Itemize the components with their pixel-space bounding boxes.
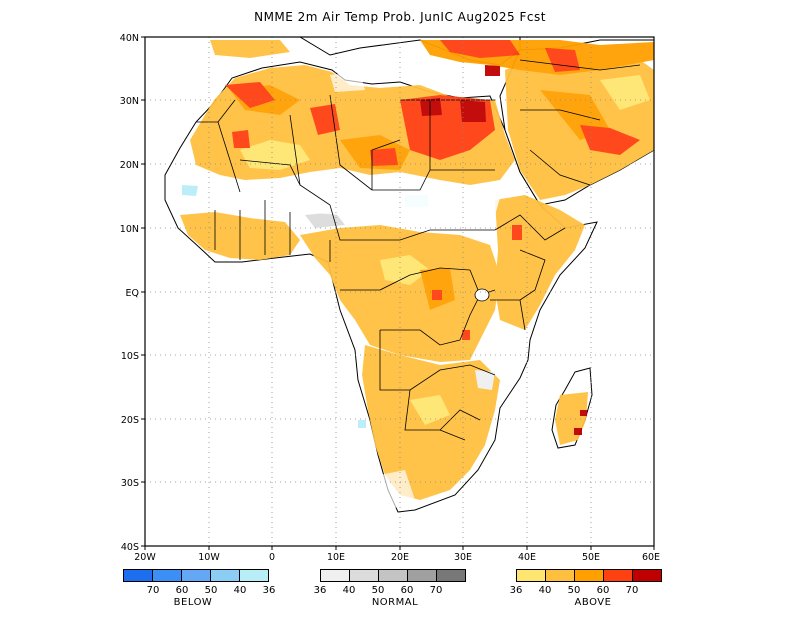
lat-label: 10N bbox=[120, 224, 139, 235]
normal-swatch bbox=[436, 569, 466, 582]
above-swatch bbox=[574, 569, 604, 582]
normal-tick: 40 bbox=[342, 585, 356, 596]
lat-label: EQ bbox=[126, 288, 139, 299]
lat-labels: 40N 30N 20N 10N EQ 10S 20S 30S 40S bbox=[120, 33, 139, 553]
land-area bbox=[164, 37, 654, 513]
lon-label: 0 bbox=[269, 552, 275, 563]
lon-label: 40E bbox=[518, 552, 536, 563]
lon-label: 30E bbox=[454, 552, 472, 563]
tick-marks bbox=[141, 36, 655, 550]
below-tick: 36 bbox=[262, 585, 276, 596]
below-tick: 60 bbox=[175, 585, 189, 596]
above-swatch bbox=[516, 569, 546, 582]
above-tick: 50 bbox=[567, 585, 581, 596]
below-swatch bbox=[152, 569, 182, 582]
above-swatch bbox=[545, 569, 575, 582]
lon-label: 10E bbox=[327, 552, 345, 563]
above-tick: 36 bbox=[509, 585, 523, 596]
below-title: BELOW bbox=[173, 597, 213, 608]
above-tick: 40 bbox=[538, 585, 552, 596]
normal-swatch bbox=[407, 569, 437, 582]
normal-swatch bbox=[349, 569, 379, 582]
lat-label: 10S bbox=[121, 351, 139, 362]
lake-victoria bbox=[474, 288, 490, 302]
normal-tick: 36 bbox=[313, 585, 327, 596]
lon-label: 20W bbox=[134, 552, 156, 563]
lat-label: 30S bbox=[121, 478, 139, 489]
lat-label: 20S bbox=[121, 415, 139, 426]
normal-swatch bbox=[320, 569, 350, 582]
normal-tick: 60 bbox=[400, 585, 414, 596]
below-tick: 70 bbox=[146, 585, 160, 596]
above-tick: 70 bbox=[625, 585, 639, 596]
map-title: NMME 2m Air Temp Prob. JunIC Aug2025 Fcs… bbox=[254, 10, 546, 24]
below-swatch bbox=[239, 569, 269, 582]
below-tick: 40 bbox=[233, 585, 247, 596]
below-swatch bbox=[181, 569, 211, 582]
lon-label: 10W bbox=[198, 552, 220, 563]
lon-label: 20E bbox=[391, 552, 409, 563]
normal-title: NORMAL bbox=[371, 597, 419, 608]
normal-tick: 50 bbox=[371, 585, 385, 596]
lat-label: 30N bbox=[120, 96, 139, 107]
below-tick: 50 bbox=[204, 585, 218, 596]
above-swatch bbox=[603, 569, 633, 582]
lat-label: 40N bbox=[120, 33, 139, 44]
above-swatch bbox=[632, 569, 662, 582]
lon-label: 60E bbox=[642, 552, 660, 563]
below-swatch bbox=[123, 569, 153, 582]
above-title: ABOVE bbox=[574, 597, 612, 608]
normal-swatch bbox=[378, 569, 408, 582]
normal-tick: 70 bbox=[429, 585, 443, 596]
probability-shading bbox=[180, 40, 654, 508]
above-tick: 60 bbox=[596, 585, 610, 596]
lon-label: 50E bbox=[582, 552, 600, 563]
lat-label: 40S bbox=[121, 542, 139, 553]
lon-labels: 20W 10W 0 10E 20E 30E 40E 50E 60E bbox=[134, 552, 660, 563]
lat-label: 20N bbox=[120, 160, 139, 171]
below-swatch bbox=[210, 569, 240, 582]
